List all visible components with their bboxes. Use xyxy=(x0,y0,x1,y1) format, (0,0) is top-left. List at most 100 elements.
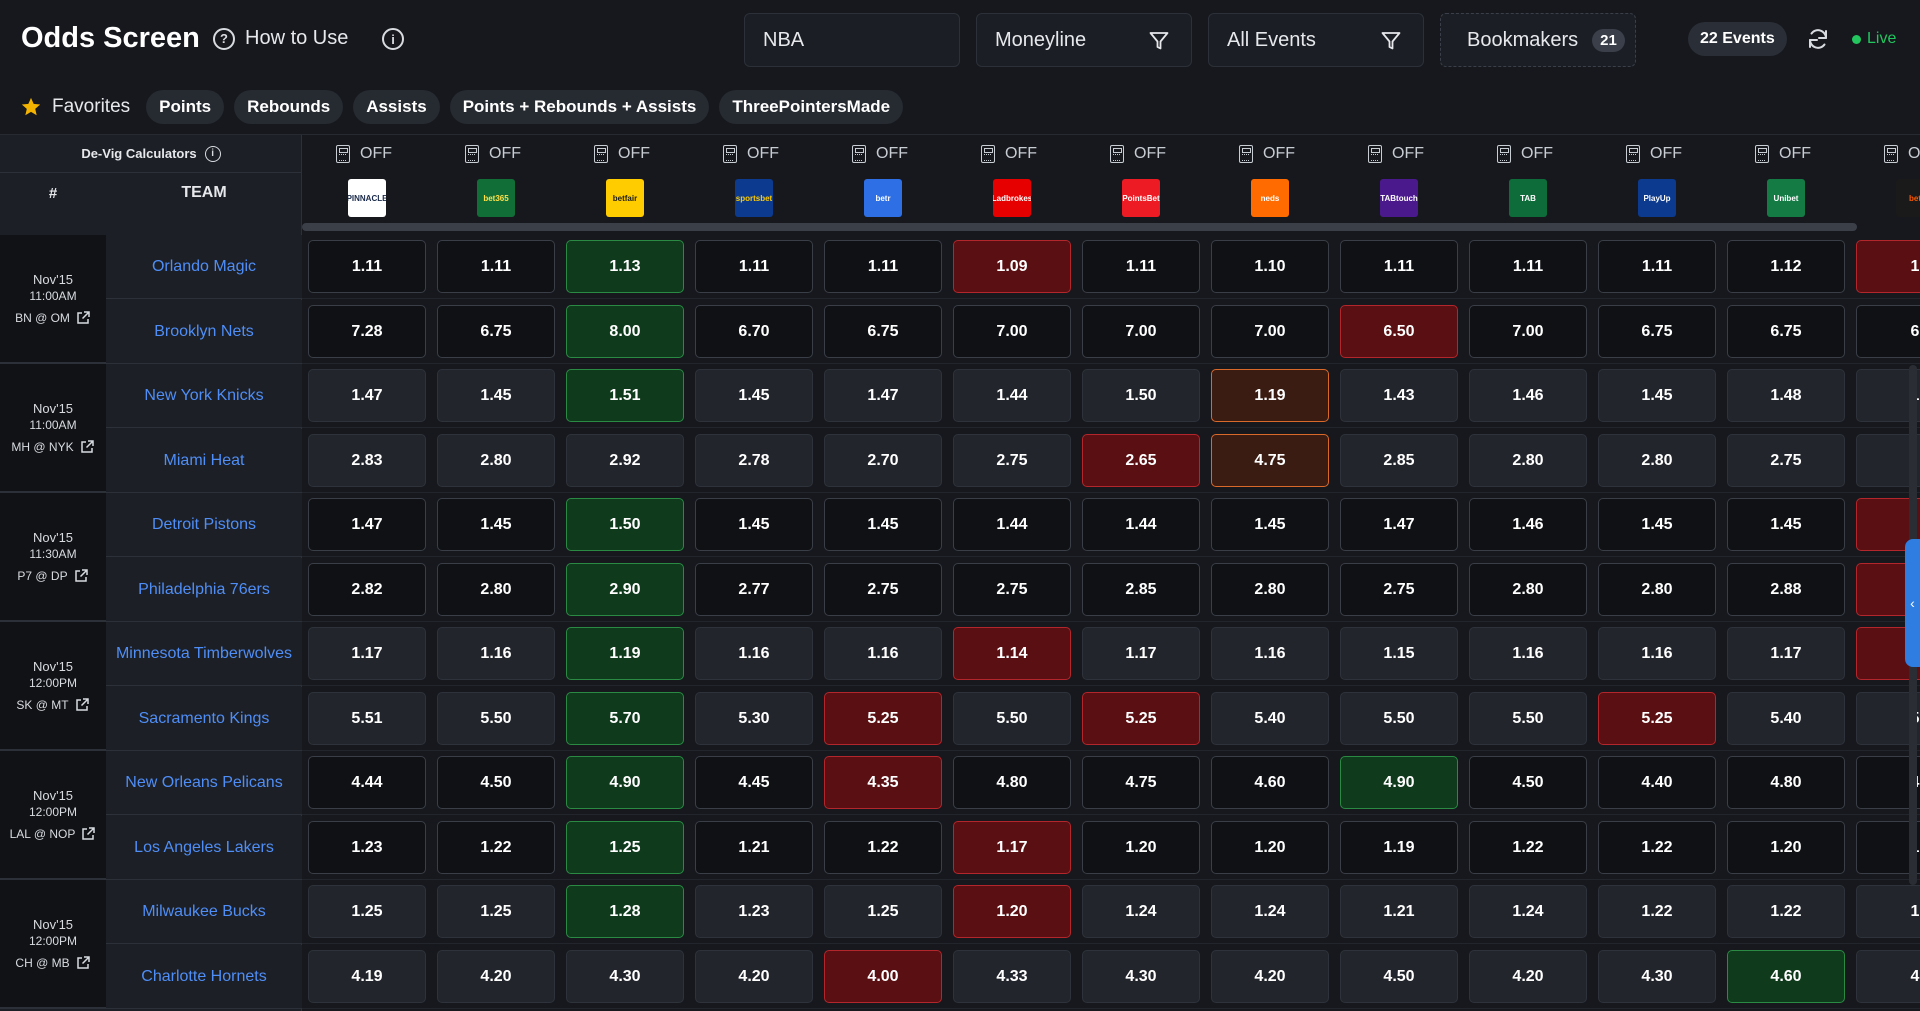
odds-cell[interactable]: 1.12 xyxy=(1727,240,1845,293)
odds-cell[interactable]: 1.47 xyxy=(824,369,942,422)
odds-cell[interactable]: 2.80 xyxy=(437,563,555,616)
chip-three-pointers[interactable]: ThreePointersMade xyxy=(719,90,904,124)
odds-cell[interactable]: 1.47 xyxy=(308,498,426,551)
event-matchup-link[interactable]: LAL @ NOP xyxy=(10,826,97,842)
odds-cell[interactable]: 2.75 xyxy=(824,563,942,616)
odds-cell[interactable]: 4.44 xyxy=(308,756,426,809)
odds-cell[interactable]: 1.17 xyxy=(1082,627,1200,680)
odds-cell[interactable]: 1 xyxy=(1856,240,1920,293)
odds-cell[interactable]: 1.45 xyxy=(437,369,555,422)
team-name-link[interactable]: Los Angeles Lakers xyxy=(106,816,302,880)
odds-cell[interactable]: 1.14 xyxy=(953,627,1071,680)
odds-cell[interactable]: 4.30 xyxy=(566,950,684,1003)
odds-cell[interactable]: 1.51 xyxy=(566,369,684,422)
team-name-link[interactable]: Detroit Pistons xyxy=(106,493,302,557)
odds-cell[interactable]: 1.16 xyxy=(1469,627,1587,680)
odds-cell[interactable]: 7.00 xyxy=(1469,305,1587,358)
odds-cell[interactable]: 1.16 xyxy=(695,627,813,680)
odds-cell[interactable]: 1.19 xyxy=(1340,821,1458,874)
odds-cell[interactable]: 2.75 xyxy=(953,434,1071,487)
odds-cell[interactable]: 4.20 xyxy=(1469,950,1587,1003)
odds-cell[interactable]: 1.47 xyxy=(308,369,426,422)
odds-cell[interactable]: 5.70 xyxy=(566,692,684,745)
odds-cell[interactable]: 4 xyxy=(1856,950,1920,1003)
odds-cell[interactable]: 2.80 xyxy=(437,434,555,487)
event-matchup-link[interactable]: CH @ MB xyxy=(15,955,90,971)
team-name-link[interactable]: Charlotte Hornets xyxy=(106,945,302,1009)
odds-cell[interactable]: 5.50 xyxy=(1469,692,1587,745)
team-name-link[interactable]: Orlando Magic xyxy=(106,235,302,299)
odds-cell[interactable]: 4.45 xyxy=(695,756,813,809)
odds-cell[interactable]: 2.90 xyxy=(566,563,684,616)
devig-toggle-pinnacle[interactable]: OFF xyxy=(336,145,392,163)
odds-cell[interactable]: 1.45 xyxy=(437,498,555,551)
chip-rebounds[interactable]: Rebounds xyxy=(234,90,344,124)
odds-cell[interactable]: 7.00 xyxy=(1211,305,1329,358)
odds-cell[interactable]: 1.22 xyxy=(824,821,942,874)
odds-cell[interactable]: 1.16 xyxy=(437,627,555,680)
odds-cell[interactable]: 1.17 xyxy=(953,821,1071,874)
odds-cell[interactable]: 4.60 xyxy=(1211,756,1329,809)
odds-cell[interactable]: 4.35 xyxy=(824,756,942,809)
odds-cell[interactable]: 2.70 xyxy=(824,434,942,487)
devig-toggle-sportsbet[interactable]: OFF xyxy=(723,145,779,163)
odds-cell[interactable]: 1.45 xyxy=(1598,369,1716,422)
odds-cell[interactable]: 2.80 xyxy=(1469,563,1587,616)
odds-cell[interactable]: 1.17 xyxy=(308,627,426,680)
odds-cell[interactable]: 5.40 xyxy=(1211,692,1329,745)
odds-cell[interactable]: 1.45 xyxy=(824,498,942,551)
odds-cell[interactable]: 2.75 xyxy=(1727,434,1845,487)
odds-cell[interactable]: 2.65 xyxy=(1082,434,1200,487)
odds-cell[interactable]: 4.40 xyxy=(1598,756,1716,809)
odds-cell[interactable]: 1.17 xyxy=(1727,627,1845,680)
odds-cell[interactable]: 1.44 xyxy=(953,369,1071,422)
odds-cell[interactable]: 6.75 xyxy=(1598,305,1716,358)
odds-cell[interactable]: 1.44 xyxy=(953,498,1071,551)
odds-cell[interactable]: 4.20 xyxy=(695,950,813,1003)
bookmaker-logo-neds[interactable]: neds xyxy=(1251,179,1289,217)
odds-cell[interactable]: 1.25 xyxy=(824,885,942,938)
odds-cell[interactable]: 5.51 xyxy=(308,692,426,745)
odds-cell[interactable]: 1.45 xyxy=(1598,498,1716,551)
odds-cell[interactable]: 1.25 xyxy=(437,885,555,938)
odds-cell[interactable]: 4.00 xyxy=(824,950,942,1003)
odds-cell[interactable]: 2.80 xyxy=(1469,434,1587,487)
odds-cell[interactable]: 4.19 xyxy=(308,950,426,1003)
odds-cell[interactable]: 1.11 xyxy=(824,240,942,293)
odds-cell[interactable]: 1.20 xyxy=(1082,821,1200,874)
odds-cell[interactable]: 6 xyxy=(1856,305,1920,358)
odds-cell[interactable]: 1.22 xyxy=(1727,885,1845,938)
odds-cell[interactable]: 2.80 xyxy=(1211,563,1329,616)
odds-cell[interactable]: 6.75 xyxy=(824,305,942,358)
odds-cell[interactable]: 1.28 xyxy=(566,885,684,938)
horizontal-scrollbar[interactable] xyxy=(302,223,1857,231)
odds-cell[interactable]: 6.75 xyxy=(437,305,555,358)
odds-cell[interactable]: 5.25 xyxy=(1598,692,1716,745)
odds-cell[interactable]: 1.45 xyxy=(1211,498,1329,551)
devig-toggle-tabtouch[interactable]: OFF xyxy=(1368,145,1424,163)
devig-toggle-betr[interactable]: OFF xyxy=(852,145,908,163)
odds-cell[interactable]: 1.20 xyxy=(1211,821,1329,874)
bookmaker-logo-pinnacle[interactable]: PINNACLE xyxy=(348,179,386,217)
odds-cell[interactable]: 1.21 xyxy=(695,821,813,874)
devig-toggle-pointsbet[interactable]: OFF xyxy=(1110,145,1166,163)
team-name-link[interactable]: Brooklyn Nets xyxy=(106,300,302,364)
odds-cell[interactable]: 7.00 xyxy=(953,305,1071,358)
team-name-link[interactable]: Miami Heat xyxy=(106,429,302,493)
odds-cell[interactable]: 1.45 xyxy=(695,369,813,422)
odds-cell[interactable]: 1.50 xyxy=(566,498,684,551)
odds-cell[interactable]: 1.23 xyxy=(308,821,426,874)
odds-cell[interactable]: 2.77 xyxy=(695,563,813,616)
odds-cell[interactable]: 1.11 xyxy=(1469,240,1587,293)
event-matchup-link[interactable]: P7 @ DP xyxy=(17,568,88,584)
odds-cell[interactable]: 2.82 xyxy=(308,563,426,616)
odds-cell[interactable]: 4.33 xyxy=(953,950,1071,1003)
odds-cell[interactable]: 4.75 xyxy=(1082,756,1200,809)
odds-cell[interactable]: 4.20 xyxy=(437,950,555,1003)
odds-cell[interactable]: 1.24 xyxy=(1469,885,1587,938)
odds-cell[interactable]: 4.20 xyxy=(1211,950,1329,1003)
odds-cell[interactable]: 6.50 xyxy=(1340,305,1458,358)
info-button[interactable]: i xyxy=(382,28,404,50)
odds-cell[interactable]: 2.85 xyxy=(1082,563,1200,616)
odds-cell[interactable]: 1 xyxy=(1856,885,1920,938)
